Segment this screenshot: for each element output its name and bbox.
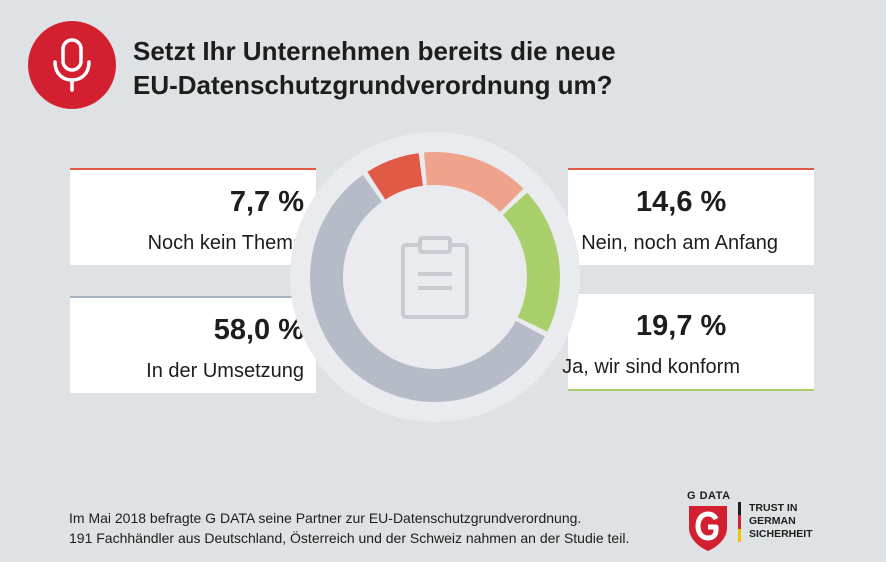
clipboard-icon	[401, 236, 469, 319]
card-in-der-umsetzung: 58,0 % In der Umsetzung	[70, 296, 316, 393]
card-nein-noch-am-anfang: 14,6 % Nein, noch am Anfang	[568, 168, 814, 265]
label-in-der-umsetzung: In der Umsetzung	[146, 360, 304, 382]
label-ja-wir-sind-konform: Ja, wir sind konform	[562, 356, 740, 378]
value-in-der-umsetzung: 58,0 %	[213, 314, 304, 346]
gdata-shield-icon	[689, 506, 727, 551]
logo-brand-name: G DATA	[687, 490, 731, 502]
donut-hole	[350, 192, 520, 362]
card-ja-wir-sind-konform: 19,7 % Ja, wir sind konform	[562, 294, 814, 391]
slice-nein-noch-am-anfang	[424, 152, 524, 212]
label-nein-noch-am-anfang: Nein, noch am Anfang	[581, 232, 778, 254]
german-flag-stripe	[738, 502, 741, 542]
slice-in-der-umsetzung	[310, 174, 545, 402]
header-badge	[28, 21, 116, 109]
slice-ja-wir-sind-konform	[502, 192, 560, 332]
gdata-logo: G DATA TRUST IN GERMAN SICHERHEIT	[683, 490, 833, 552]
value-ja-wir-sind-konform: 19,7 %	[636, 310, 727, 342]
card-noch-kein-thema: 7,7 % Noch kein Thema	[70, 168, 316, 265]
microphone-icon	[53, 38, 91, 92]
footnote: Im Mai 2018 befragte G DATA seine Partne…	[69, 510, 630, 546]
page-title: Setzt Ihr Unternehmen bereits die neue E…	[133, 36, 616, 100]
slice-noch-kein-thema	[367, 153, 423, 200]
label-noch-kein-thema: Noch kein Thema	[147, 232, 304, 254]
logo-tagline: TRUST IN GERMAN SICHERHEIT	[749, 502, 813, 540]
value-noch-kein-thema: 7,7 %	[229, 186, 304, 218]
donut-chart	[290, 132, 580, 422]
value-nein-noch-am-anfang: 14,6 %	[636, 186, 727, 218]
